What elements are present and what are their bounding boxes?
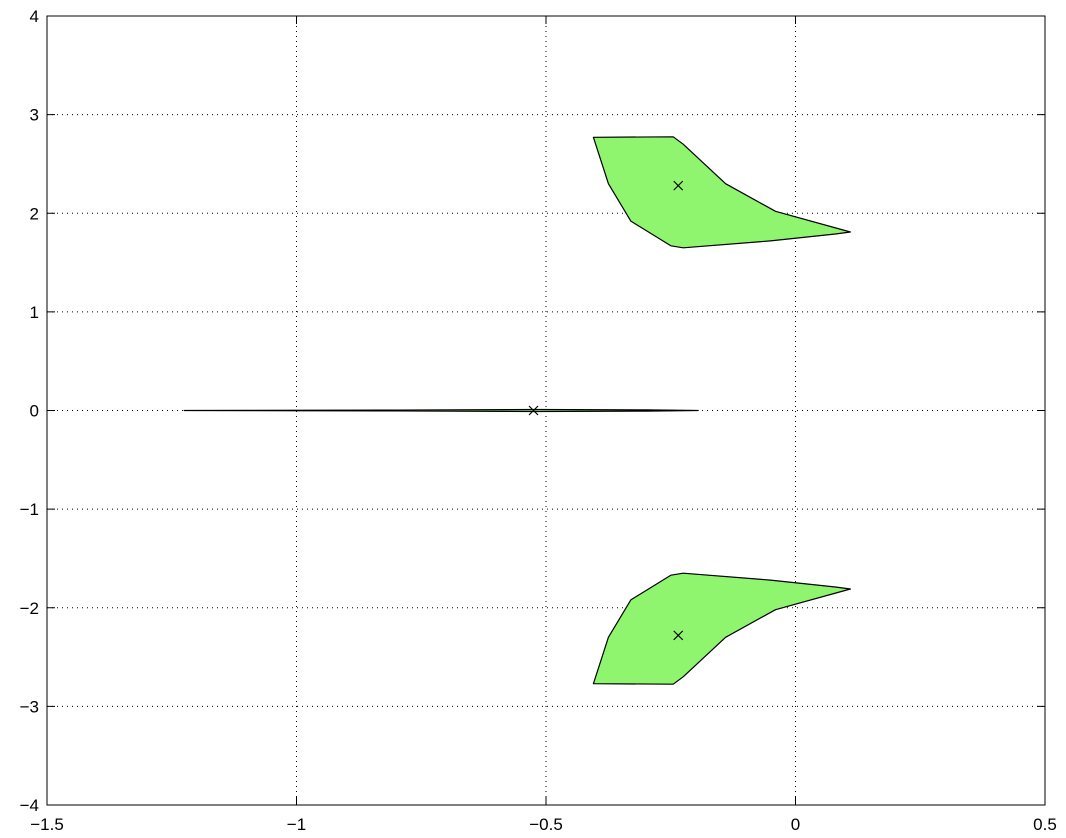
pole-marker: [528, 405, 539, 416]
x-tick-label: −1.5: [30, 815, 64, 834]
pole-marker-stroke: [673, 180, 684, 191]
y-tick-label: −4: [20, 796, 39, 815]
y-tick-label: 0: [30, 402, 39, 421]
axis-ticks: [46, 15, 1046, 806]
y-tick-label: 2: [30, 204, 39, 223]
pole-marker-stroke: [528, 405, 539, 416]
x-tick-labels: −1.5 −1 −0.5 0 0.5: [30, 815, 1057, 834]
x-tick-label: 0: [791, 815, 800, 834]
pole-marker: [673, 630, 684, 641]
y-tick-label: 3: [30, 106, 39, 125]
x-tick-label: −1: [287, 815, 306, 834]
y-tick-label: −3: [20, 697, 39, 716]
y-tick-label: 1: [30, 303, 39, 322]
pole-markers: [528, 180, 684, 641]
pole-marker-stroke: [673, 630, 684, 641]
y-tick-labels: −4 −3 −2 −1 0 1 2 3 4: [20, 7, 39, 815]
region-upper: [592, 136, 852, 249]
uncertainty-regions: [183, 136, 852, 685]
region-real-axis: [183, 408, 699, 413]
y-tick-label: −1: [20, 500, 39, 519]
x-tick-label: 0.5: [1033, 815, 1057, 834]
x-tick-label: −0.5: [529, 815, 563, 834]
region-lower: [592, 572, 852, 685]
pole-marker: [673, 180, 684, 191]
y-tick-label: −2: [20, 599, 39, 618]
y-tick-label: 4: [30, 7, 39, 26]
